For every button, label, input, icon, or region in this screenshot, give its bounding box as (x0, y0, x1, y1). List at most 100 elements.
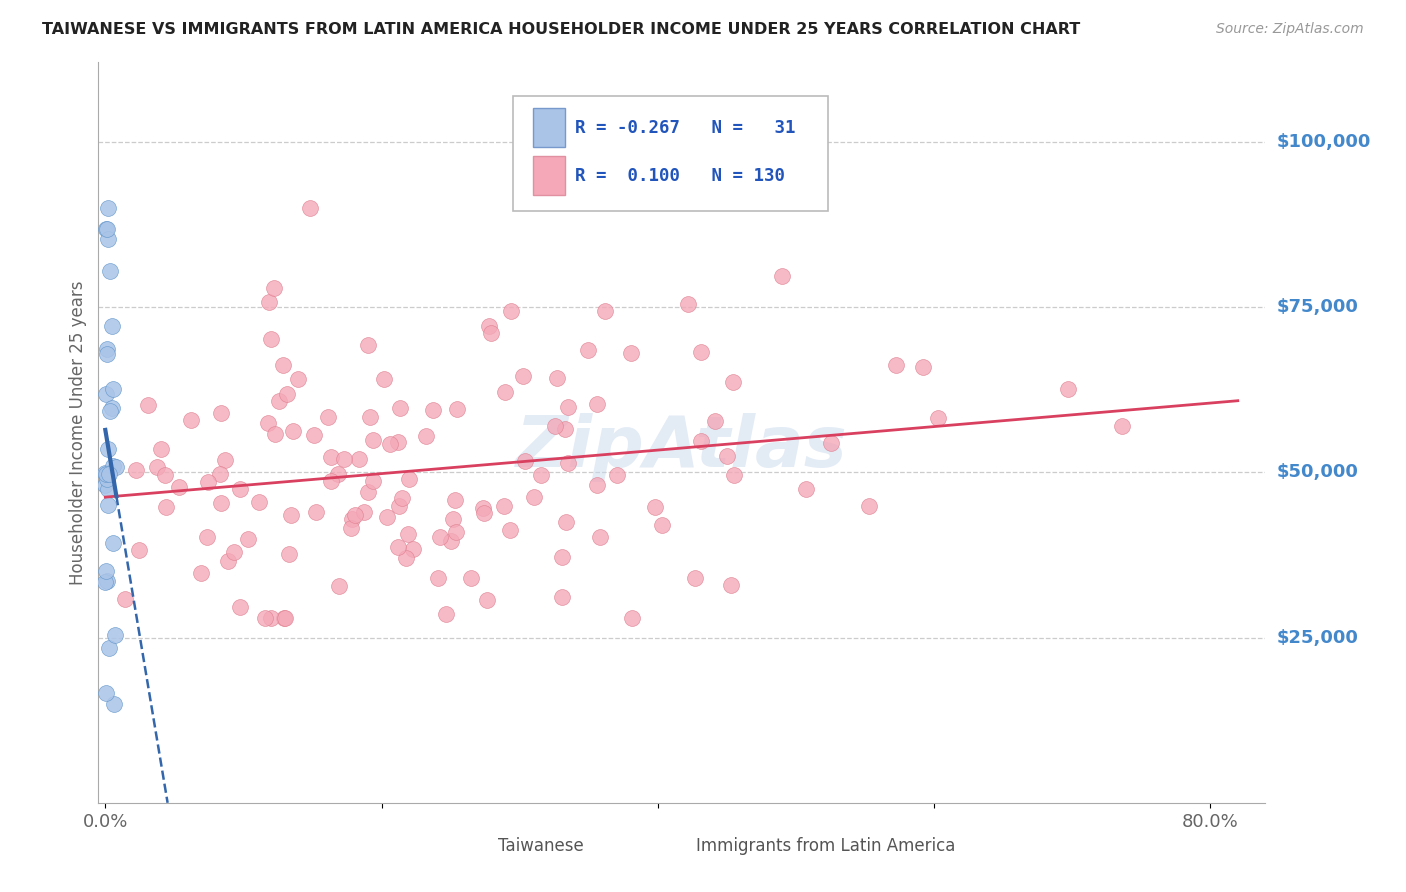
Point (429, 530, 451, 544)
Point (97, 498, 120, 512)
Point (97, 467, 120, 481)
Point (886, 358, 908, 372)
Point (343, 508, 366, 522)
Point (422, 403, 444, 417)
Point (94, 686, 117, 700)
Point (361, 433, 384, 447)
Point (209, 407, 232, 421)
Point (683, 572, 706, 586)
Point (391, 491, 413, 505)
Text: $100,000: $100,000 (1277, 133, 1371, 151)
Point (494, 384, 516, 399)
Point (94, 574, 117, 589)
Point (499, 524, 522, 538)
Point (274, 610, 297, 624)
Point (98, 641, 121, 656)
Point (287, 371, 309, 385)
Point (359, 409, 381, 424)
Point (101, 401, 124, 415)
Point (499, 304, 522, 318)
Point (273, 359, 295, 373)
Point (690, 344, 713, 359)
Point (402, 542, 425, 557)
Point (554, 515, 576, 529)
Point (101, 318, 124, 333)
Point (398, 472, 420, 486)
Point (105, 460, 128, 475)
Point (554, 422, 576, 436)
Point (256, 416, 278, 430)
Point (94, 466, 117, 480)
Point (96, 221, 118, 235)
Point (167, 479, 190, 493)
Point (96, 574, 118, 589)
Bar (533, 156, 565, 195)
Point (353, 505, 375, 519)
Point (557, 456, 579, 470)
Point (281, 425, 304, 439)
Point (443, 493, 465, 508)
Point (146, 459, 169, 474)
Point (155, 468, 177, 483)
Point (276, 386, 298, 401)
Point (479, 326, 502, 340)
Point (512, 368, 534, 383)
Point (103, 536, 125, 550)
Point (96, 222, 118, 236)
Point (395, 550, 418, 565)
Point (97, 482, 120, 496)
Point (704, 414, 727, 428)
Point (304, 428, 326, 442)
Point (434, 607, 457, 621)
Point (321, 450, 343, 464)
Text: TAIWANESE VS IMMIGRANTS FROM LATIN AMERICA HOUSEHOLDER INCOME UNDER 25 YEARS COR: TAIWANESE VS IMMIGRANTS FROM LATIN AMERI… (42, 22, 1080, 37)
Point (678, 297, 700, 311)
Point (267, 394, 290, 409)
Point (389, 401, 412, 415)
Point (426, 571, 449, 585)
Text: $75,000: $75,000 (1277, 298, 1358, 316)
Point (101, 382, 124, 396)
Point (472, 506, 495, 520)
Point (97, 201, 120, 215)
Point (114, 592, 136, 607)
Text: Immigrants from Latin America: Immigrants from Latin America (696, 837, 955, 855)
Bar (533, 108, 565, 147)
Point (460, 571, 482, 585)
Point (305, 505, 328, 519)
Text: Source: ZipAtlas.com: Source: ZipAtlas.com (1216, 22, 1364, 37)
Point (494, 499, 516, 513)
Point (440, 533, 463, 548)
Point (197, 475, 219, 490)
Point (340, 512, 363, 526)
Point (97, 442, 120, 457)
Point (716, 449, 738, 463)
Point (415, 429, 437, 443)
Point (103, 458, 125, 473)
FancyBboxPatch shape (513, 95, 828, 211)
Point (228, 482, 250, 496)
Text: Taiwanese: Taiwanese (498, 837, 583, 855)
Point (690, 434, 713, 448)
Point (96, 342, 118, 356)
Point (263, 281, 285, 295)
Point (259, 332, 281, 346)
Point (441, 511, 464, 525)
Point (927, 410, 949, 425)
Point (180, 413, 202, 427)
Point (100, 403, 122, 417)
Point (770, 268, 793, 283)
Point (94, 467, 117, 481)
Point (794, 482, 817, 496)
Point (328, 578, 350, 592)
Point (720, 578, 742, 592)
Point (236, 532, 259, 546)
Point (551, 591, 574, 605)
Point (644, 500, 666, 514)
Bar (465, 835, 492, 857)
Point (214, 452, 236, 467)
Point (195, 530, 218, 544)
Bar (665, 835, 690, 857)
Point (589, 530, 612, 544)
Point (858, 499, 880, 513)
